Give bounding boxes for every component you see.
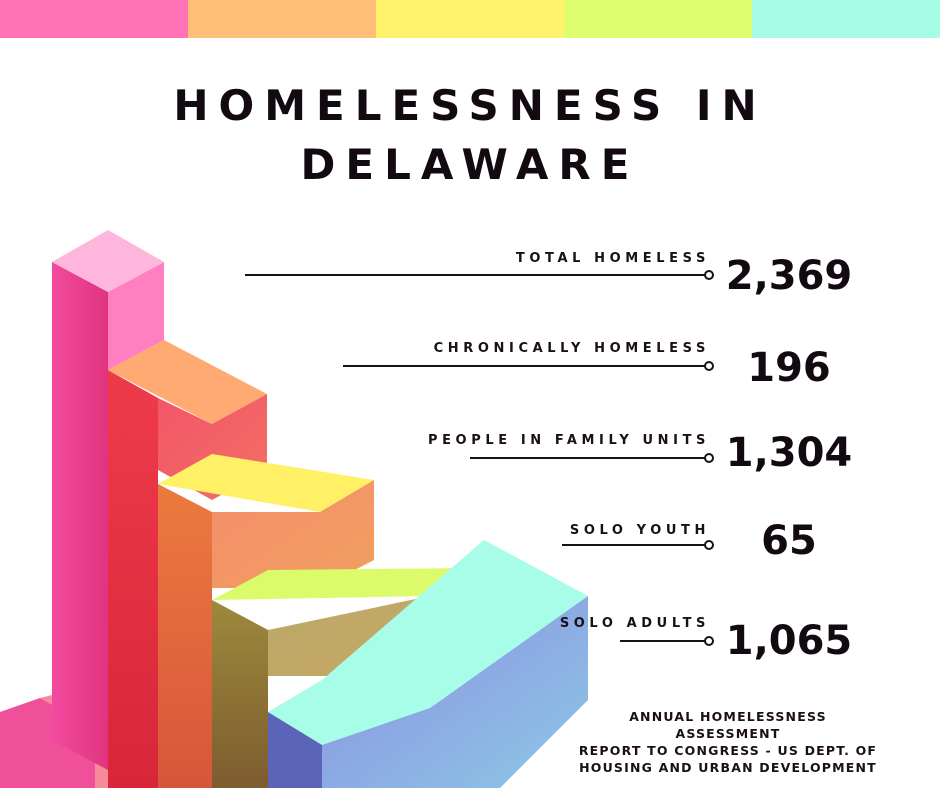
- title-line-2: DELAWARE: [300, 140, 640, 189]
- stat-value: 1,304: [725, 430, 853, 476]
- leader-dot: [704, 540, 714, 550]
- leader-dot: [704, 636, 714, 646]
- step-red-top: [108, 340, 267, 424]
- stripe-orange: [188, 0, 376, 38]
- leader-line: [245, 274, 705, 276]
- stripe-yellow: [376, 0, 564, 38]
- step-red-front: [108, 370, 158, 788]
- title-line-1: HOMELESSNESS IN: [173, 81, 767, 130]
- step-pink-top: [52, 230, 164, 292]
- leader-line: [620, 640, 705, 642]
- stat-label: SOLO ADULTS: [559, 616, 710, 631]
- stat-value: 2,369: [725, 253, 853, 299]
- stat-label: PEOPLE IN FAMILY UNITS: [427, 433, 710, 448]
- stat-label: SOLO YOUTH: [569, 523, 710, 538]
- stripe-aqua: [752, 0, 940, 38]
- source-line-3: HOUSING AND URBAN DEVELOPMENT: [579, 760, 877, 775]
- step-aqua-front: [268, 712, 322, 788]
- stripe-lime: [564, 0, 752, 38]
- source-line-2: REPORT TO CONGRESS - US DEPT. OF: [578, 743, 878, 758]
- stat-label: CHRONICALLY HOMELESS: [433, 341, 710, 356]
- step-aqua-side: [322, 596, 588, 788]
- stripe-pink: [0, 0, 188, 38]
- step-aqua-top: [268, 540, 588, 745]
- stat-value: 1,065: [725, 618, 853, 664]
- source-line-1: ANNUAL HOMELESSNESS ASSESSMENT: [629, 709, 827, 741]
- step-lime-top: [212, 568, 480, 600]
- leader-line: [343, 365, 705, 367]
- step-pink-front: [52, 262, 108, 770]
- stat-value: 196: [747, 345, 831, 391]
- step-orange-top: [158, 454, 374, 512]
- stat-label: TOTAL HOMELESS: [515, 251, 710, 266]
- leader-line: [470, 457, 705, 459]
- step-orange-front: [158, 484, 212, 788]
- source-credit: ANNUAL HOMELESSNESS ASSESSMENT REPORT TO…: [578, 708, 878, 776]
- step-lime-front: [212, 600, 268, 788]
- leader-line: [562, 544, 705, 546]
- color-stripe: [0, 0, 940, 38]
- leader-dot: [704, 361, 714, 371]
- step-pink-side: [108, 262, 164, 370]
- stat-value: 65: [761, 518, 817, 564]
- leader-dot: [704, 453, 714, 463]
- leader-dot: [704, 270, 714, 280]
- step-orange-side: [212, 480, 374, 588]
